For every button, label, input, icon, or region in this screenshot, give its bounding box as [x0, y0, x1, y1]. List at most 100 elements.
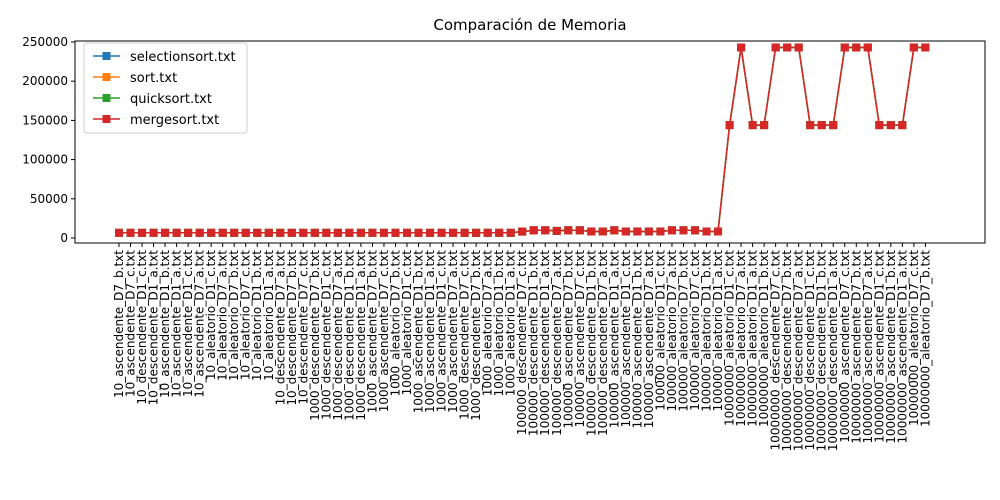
x-tick-label: 1000_aleatorio_D1_b.txt: [492, 250, 506, 397]
legend-label: quicksort.txt: [130, 92, 212, 107]
x-tick-label: 10000000_descendente_D1_c.txt: [803, 250, 817, 451]
x-tick-label: 100000_aleatorio_D1_a.txt: [711, 250, 725, 412]
data-point: [230, 228, 239, 237]
x-tick-label: 10000000_ascendente_D1_b.txt: [884, 250, 898, 444]
x-tick-label: 100000_ascendente_D7_a.txt: [642, 250, 656, 429]
data-point: [921, 43, 930, 52]
y-tick-label: 250000: [22, 35, 68, 49]
x-tick-label: 10000000_ascendente_D1_a.txt: [895, 250, 909, 444]
x-tick-label: 100000_descendente_D7_a.txt: [550, 250, 564, 436]
data-point: [610, 226, 619, 235]
data-point: [333, 228, 342, 237]
x-tick-label: 10_ascendente_D1_a.txt: [170, 250, 184, 398]
data-point: [345, 228, 354, 237]
data-point: [552, 226, 561, 235]
x-tick-label: 100000_ascendente_D1_b.txt: [630, 250, 644, 429]
data-point: [702, 227, 711, 236]
x-tick-label: 1000_ascendente_D7_c.txt: [377, 250, 391, 413]
x-tick-label: 100000_ascendente_D1_a.txt: [607, 250, 621, 429]
data-point: [748, 121, 757, 130]
x-tick-label: 10000000_descendente_D1_a.txt: [826, 250, 840, 451]
data-point: [172, 228, 181, 237]
data-point: [633, 227, 642, 236]
data-point: [714, 227, 723, 236]
x-tick-label: 10_aleatorio_D1_c.txt: [204, 250, 218, 380]
x-tick-label: 10000000_ascendente_D1_c.txt: [872, 250, 886, 443]
data-point: [138, 228, 147, 237]
data-point: [840, 43, 849, 52]
x-tick-label: 1000_descendente_D7_c.txt: [458, 250, 472, 420]
x-tick-label: 100000_ascendente_D7_c.txt: [573, 250, 587, 428]
x-tick-label: 10000000_aleatorio_D7_b.txt: [918, 250, 932, 427]
x-tick-label: 10_ascendente_D1_b.txt: [158, 250, 172, 398]
data-point: [449, 228, 458, 237]
legend-marker: [102, 115, 111, 123]
data-point: [679, 226, 688, 235]
plot-frame: [74, 40, 986, 244]
data-point: [276, 228, 285, 237]
x-tick-label: 1000_ascendente_D7_b.txt: [365, 250, 379, 414]
data-point: [644, 227, 653, 236]
data-point: [783, 43, 792, 52]
data-point: [518, 227, 527, 236]
x-tick-label: 10000000_descendente_D1_b.txt: [815, 250, 829, 452]
data-point: [368, 228, 377, 237]
data-point: [218, 228, 227, 237]
data-point: [310, 228, 319, 237]
legend-label: sort.txt: [130, 71, 177, 86]
data-point: [829, 121, 838, 130]
x-tick-label: 100000_descendente_D1_b.txt: [584, 250, 598, 436]
x-tick-label: 10_ascendente_D1_c.txt: [181, 250, 195, 397]
data-point: [264, 228, 273, 237]
x-tick-label: 100000_aleatorio_D1_c.txt: [653, 250, 667, 411]
data-point: [299, 228, 308, 237]
x-tick-label: 1000_ascendente_D1_c.txt: [435, 250, 449, 413]
x-tick-label: 10000000_aleatorio_D7_a.txt: [734, 250, 748, 427]
data-point: [621, 227, 630, 236]
plot-area: [74, 40, 986, 244]
x-tick-label: 100000_aleatorio_D7_b.txt: [676, 250, 690, 412]
data-point: [886, 121, 895, 130]
data-point: [817, 121, 826, 130]
data-point: [863, 43, 872, 52]
legend-item: quicksort.txt: [93, 92, 212, 107]
x-tick-label: 10_descendente_D7_a.txt: [273, 250, 287, 406]
y-tick-label: 50000: [30, 192, 68, 206]
data-point: [794, 43, 803, 52]
y-tick-label: 150000: [22, 113, 68, 127]
x-tick-label: 10000000_ascendente_D7_b.txt: [849, 250, 863, 444]
data-point: [898, 121, 907, 130]
x-tick-label: 1000_ascendente_D1_a.txt: [423, 250, 437, 413]
legend-label: selectionsort.txt: [130, 50, 236, 65]
data-point: [426, 228, 435, 237]
x-tick-label: 100000_aleatorio_D7_a.txt: [665, 250, 679, 412]
legend-marker: [102, 94, 111, 102]
x-tick-label: 10_descendente_D1_a.txt: [147, 250, 161, 406]
data-point: [241, 228, 250, 237]
data-point: [656, 227, 665, 236]
x-tick-label: 1000_ascendente_D1_b.txt: [412, 250, 426, 414]
data-point: [875, 121, 884, 130]
data-point: [356, 228, 365, 237]
data-point: [529, 226, 538, 235]
data-point: [472, 228, 481, 237]
x-tick-label: 10000000_aleatorio_D7_c.txt: [907, 250, 921, 426]
data-point: [483, 228, 492, 237]
data-point: [852, 43, 861, 52]
data-point: [909, 43, 918, 52]
y-tick-label: 200000: [22, 74, 68, 88]
data-point: [126, 228, 135, 237]
x-tick-label: 1000_descendente_D1_b.txt: [342, 250, 356, 421]
x-tick-label: 10_aleatorio_D7_c.txt: [239, 250, 253, 380]
data-point: [115, 228, 123, 237]
data-point: [598, 227, 607, 236]
legend-marker: [102, 73, 111, 81]
x-tick-label: 1000_aleatorio_D1_c.txt: [400, 250, 414, 396]
data-point: [541, 226, 550, 235]
legend-item: selectionsort.txt: [93, 50, 236, 65]
x-tick-label: 10000000_aleatorio_D1_a.txt: [746, 250, 760, 427]
data-point: [575, 226, 584, 235]
x-tick-label: 10000000_aleatorio_D1_c.txt: [723, 250, 737, 426]
x-tick-label: 10000000_aleatorio_D1_b.txt: [757, 250, 771, 427]
